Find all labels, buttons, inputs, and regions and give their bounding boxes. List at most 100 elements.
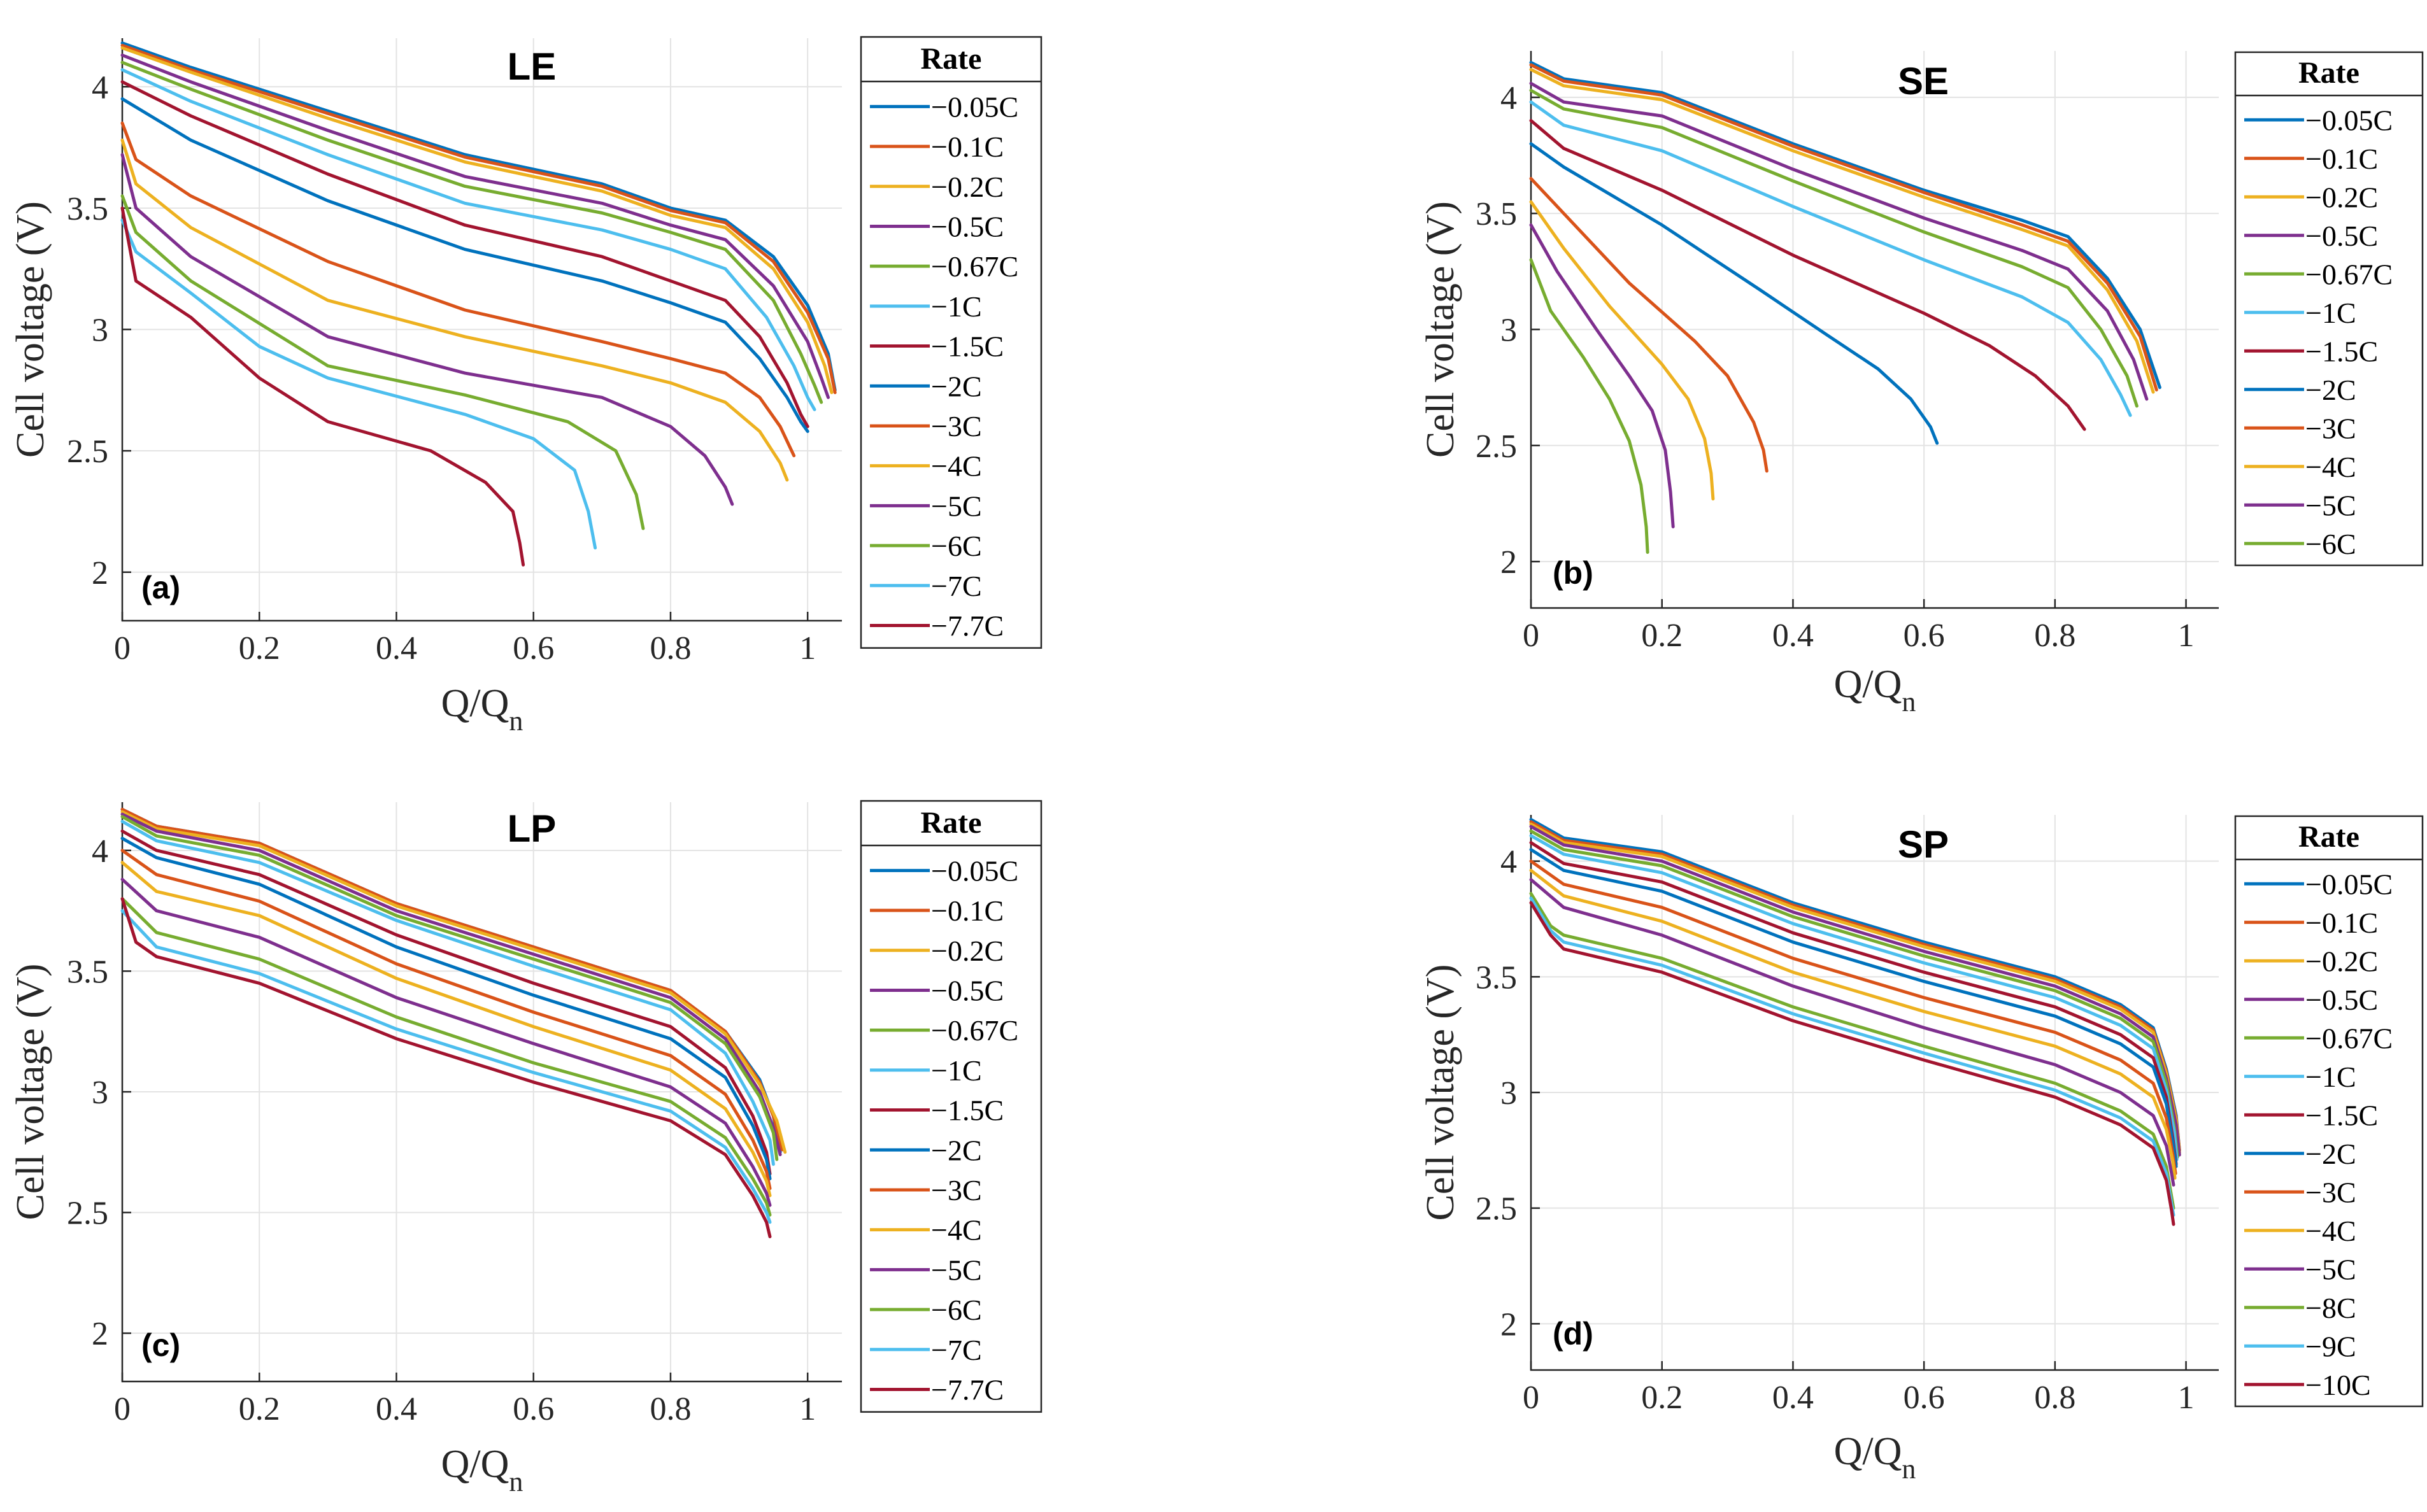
y-tick-label: 4: [92, 833, 108, 870]
series-line: [1529, 60, 2161, 390]
x-tick-label: 0.6: [513, 1391, 554, 1427]
legend-entry: −5C: [931, 490, 982, 522]
x-tick-label: 0.4: [1772, 1380, 1814, 1416]
legend-entry: −10C: [2305, 1369, 2371, 1401]
legend-entry: −0.05C: [931, 90, 1018, 123]
legend-entry: −1.5C: [931, 1094, 1004, 1127]
chart-panel-4: 0 0.2 0.4 0.6 0.8 1 2 2.5 3 3.5 4 SP (d) Q/Qn Cell vol…: [1419, 815, 2424, 1485]
x-tick-label: 0.2: [239, 1391, 280, 1427]
x-tick-label: 0.6: [1904, 618, 1945, 654]
legend-entry: −4C: [931, 450, 982, 483]
x-tick-label: 0.8: [2034, 618, 2075, 654]
x-tick-label: 1: [2178, 1380, 2195, 1416]
legend-entry: −8C: [2305, 1292, 2356, 1324]
series-line: [120, 121, 796, 458]
legend-entry: −0.1C: [931, 894, 1004, 927]
x-tick-label: 0.2: [239, 630, 280, 667]
series-line: [1529, 200, 1715, 501]
legend-title: Rate: [2298, 56, 2359, 90]
series-line: [1529, 258, 1649, 554]
x-tick-label: 0: [1523, 1380, 1539, 1416]
legend-entry: −4C: [2305, 1215, 2356, 1247]
chart-title: SP: [1898, 823, 1949, 866]
x-tick-label: 0.2: [1641, 1380, 1683, 1416]
series-line: [120, 807, 782, 1154]
x-tick-label: 0.2: [1641, 618, 1683, 654]
legend-entry: −4C: [2305, 451, 2356, 483]
legend-entry: −0.05C: [2305, 104, 2393, 136]
legend-entry: −0.2C: [2305, 181, 2378, 213]
series-line: [120, 830, 772, 1176]
y-tick-label: 2: [1500, 544, 1517, 581]
series-line: [1529, 63, 2158, 392]
series-line: [1529, 100, 2132, 417]
series-line: [1529, 841, 2178, 1166]
series-line: [1529, 859, 2177, 1175]
y-tick-label: 3: [1500, 1075, 1517, 1112]
y-tick-label: 2: [1500, 1306, 1517, 1343]
series-line: [120, 897, 772, 1217]
legend: Rate −0.05C −0.1C −0.2C −0.5C −0.67C −1C −1.5C −…: [2234, 815, 2424, 1408]
x-tick-label: 0: [114, 630, 131, 667]
series-line: [1529, 177, 1769, 473]
y-tick-label: 3.5: [67, 191, 108, 227]
series-line: [120, 815, 779, 1161]
y-tick-label: 2: [92, 1316, 108, 1352]
legend-entry: −0.67C: [931, 1014, 1018, 1047]
series-line: [120, 46, 834, 395]
series-line: [1529, 901, 2175, 1226]
series-line: [1529, 88, 2139, 408]
series-line: [120, 60, 823, 404]
y-tick-label: 2.5: [67, 1196, 108, 1232]
y-tick-label: 4: [1500, 80, 1517, 117]
legend-box: [2234, 51, 2424, 567]
x-tick-label: 0.4: [1772, 618, 1814, 654]
chart-panel-3: 0 0.2 0.4 0.6 0.8 1 2 2.5 3 3.5 4 LP (c) Q/Qn Cell vol…: [9, 800, 1043, 1497]
series-line: [1529, 67, 2155, 394]
x-tick-label: 0.6: [1904, 1380, 1945, 1416]
legend-entry: −2C: [931, 1134, 982, 1166]
legend-entry: −0.2C: [931, 171, 1004, 203]
legend-entry: −1C: [2305, 1061, 2356, 1093]
legend-entry: −2C: [2305, 1138, 2356, 1170]
legend-title: Rate: [921, 806, 982, 840]
series-line: [120, 80, 809, 428]
series-line: [120, 849, 772, 1191]
series-line: [120, 897, 772, 1238]
legend-entry: −0.2C: [931, 935, 1004, 967]
series-line: [120, 819, 775, 1166]
y-tick-label: 3: [1500, 313, 1517, 349]
legend-entry: −7.7C: [931, 609, 1004, 642]
legend-entry: −3C: [931, 1174, 982, 1206]
panel-label: (b): [1553, 555, 1593, 591]
legend-entry: −1.5C: [2305, 1099, 2378, 1131]
legend-entry: −7.7C: [931, 1373, 1004, 1406]
series-line: [120, 138, 789, 482]
legend-entry: −0.1C: [931, 131, 1004, 163]
legend-entry: −3C: [931, 410, 982, 442]
legend-entry: −1C: [931, 1054, 982, 1087]
y-tick-label: 3.5: [67, 954, 108, 990]
series-line: [1529, 223, 1675, 528]
y-tick-label: 2: [92, 555, 108, 591]
panel-label: (d): [1553, 1316, 1593, 1352]
legend: Rate −0.05C −0.1C −0.2C −0.5C −0.67C −1C −1.5C −…: [2234, 51, 2424, 567]
chart-panel-2: 0 0.2 0.4 0.6 0.8 1 2 2.5 3 3.5 4 SE (b) Q/Qn Cell vol…: [1419, 51, 2424, 717]
x-tick-label: 1: [799, 630, 816, 667]
legend-entry: −6C: [931, 1294, 982, 1326]
legend-entry: −4C: [931, 1214, 982, 1247]
series-line: [120, 68, 816, 411]
y-tick-label: 2.5: [1476, 1191, 1517, 1227]
legend-entry: −5C: [2305, 1253, 2356, 1285]
series-line: [120, 41, 837, 392]
series-line: [120, 206, 525, 567]
legend-entry: −1.5C: [2305, 335, 2378, 367]
x-tick-label: 0.8: [650, 630, 691, 667]
x-tick-label: 0.6: [513, 630, 554, 667]
x-axis-label: Q/Qn: [1834, 1430, 1916, 1485]
legend-entry: −3C: [2305, 1176, 2356, 1208]
series-line: [120, 812, 782, 1157]
x-tick-label: 1: [2178, 618, 2195, 654]
legend-entry: −1.5C: [931, 330, 1004, 363]
series-line: [120, 43, 837, 395]
